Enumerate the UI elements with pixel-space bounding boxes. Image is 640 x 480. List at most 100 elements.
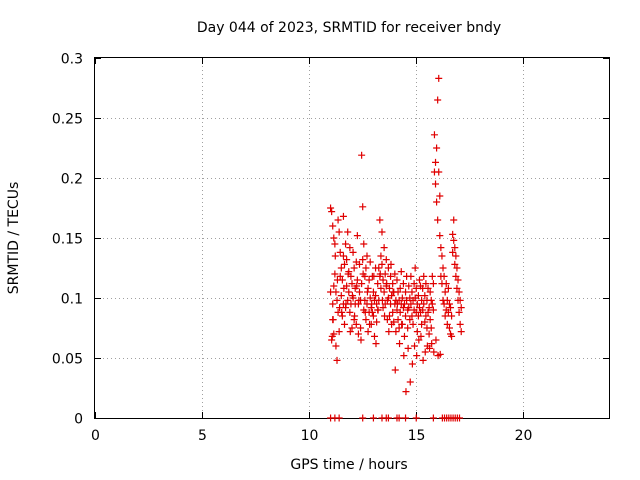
data-point xyxy=(381,312,389,320)
data-point xyxy=(330,234,338,242)
data-point xyxy=(429,280,437,288)
data-point xyxy=(365,276,373,284)
data-point xyxy=(427,324,435,332)
data-point xyxy=(331,252,339,260)
data-point xyxy=(328,332,336,340)
data-point xyxy=(428,300,436,308)
data-point xyxy=(388,292,396,300)
data-point xyxy=(392,328,400,336)
data-point xyxy=(408,312,416,320)
data-point xyxy=(372,292,380,300)
data-point xyxy=(378,228,386,236)
data-point xyxy=(448,332,456,340)
data-point xyxy=(395,324,403,332)
data-point xyxy=(333,296,341,304)
data-point xyxy=(333,356,341,364)
data-point xyxy=(359,256,367,264)
data-point xyxy=(396,308,404,316)
data-point xyxy=(434,96,442,104)
data-point xyxy=(379,304,387,312)
data-point xyxy=(358,151,366,159)
data-point xyxy=(341,260,349,268)
data-point xyxy=(369,414,377,422)
data-point xyxy=(328,336,336,344)
data-point xyxy=(444,284,452,292)
x-tick-label: 5 xyxy=(198,428,207,444)
data-point xyxy=(348,292,356,300)
data-point xyxy=(329,316,337,324)
data-point xyxy=(353,232,361,240)
data-point xyxy=(368,308,376,316)
data-point xyxy=(346,308,354,316)
data-point xyxy=(438,252,446,260)
data-point xyxy=(364,328,372,336)
data-point xyxy=(428,272,436,280)
data-point xyxy=(430,131,438,139)
data-point xyxy=(373,318,381,326)
data-point xyxy=(433,198,441,206)
data-point xyxy=(354,330,362,338)
data-point xyxy=(394,316,402,324)
data-point xyxy=(398,294,406,302)
data-point xyxy=(449,248,457,256)
data-point xyxy=(444,308,452,316)
data-point xyxy=(410,280,418,288)
data-point xyxy=(402,312,410,320)
data-point xyxy=(420,272,428,280)
data-point xyxy=(445,324,453,332)
data-point xyxy=(380,244,388,252)
data-point xyxy=(425,304,433,312)
data-point xyxy=(436,192,444,200)
data-point xyxy=(452,272,460,280)
data-point xyxy=(412,284,420,292)
data-point xyxy=(345,288,353,296)
data-point xyxy=(409,320,417,328)
data-point xyxy=(370,272,378,280)
data-point xyxy=(362,264,370,272)
y-tick-label: 0 xyxy=(74,412,83,428)
data-point xyxy=(334,216,342,224)
x-tick-label: 0 xyxy=(91,428,100,444)
data-point xyxy=(366,294,374,302)
data-point xyxy=(455,308,463,316)
data-point xyxy=(328,208,336,216)
data-point xyxy=(400,352,408,360)
data-point xyxy=(429,414,437,422)
data-point xyxy=(456,414,464,422)
data-point xyxy=(353,282,361,290)
data-point xyxy=(352,320,360,328)
data-point xyxy=(348,324,356,332)
x-tick-label: 15 xyxy=(408,428,426,444)
data-point xyxy=(454,276,462,284)
data-point xyxy=(343,256,351,264)
data-point xyxy=(357,336,365,344)
data-point xyxy=(357,324,365,332)
data-point xyxy=(358,280,366,288)
data-point xyxy=(355,296,363,304)
data-point xyxy=(408,360,416,368)
data-point xyxy=(449,230,457,238)
data-point xyxy=(422,280,430,288)
data-point xyxy=(435,74,443,82)
data-point xyxy=(400,300,408,308)
data-point xyxy=(456,296,464,304)
data-point xyxy=(393,300,401,308)
data-point xyxy=(422,312,430,320)
data-point xyxy=(332,342,340,350)
data-point xyxy=(433,144,441,152)
data-point xyxy=(377,284,385,292)
data-point xyxy=(399,280,407,288)
data-point xyxy=(361,308,369,316)
data-point xyxy=(370,332,378,340)
data-point xyxy=(414,312,422,320)
data-point xyxy=(346,328,354,336)
data-point xyxy=(408,288,416,296)
data-point xyxy=(339,212,347,220)
data-point xyxy=(327,204,335,212)
data-point xyxy=(448,312,456,320)
data-point xyxy=(364,284,372,292)
data-point xyxy=(453,284,461,292)
y-axis-label: SRMTID / TECUs xyxy=(6,182,22,295)
data-point xyxy=(443,320,451,328)
data-points xyxy=(327,74,465,422)
